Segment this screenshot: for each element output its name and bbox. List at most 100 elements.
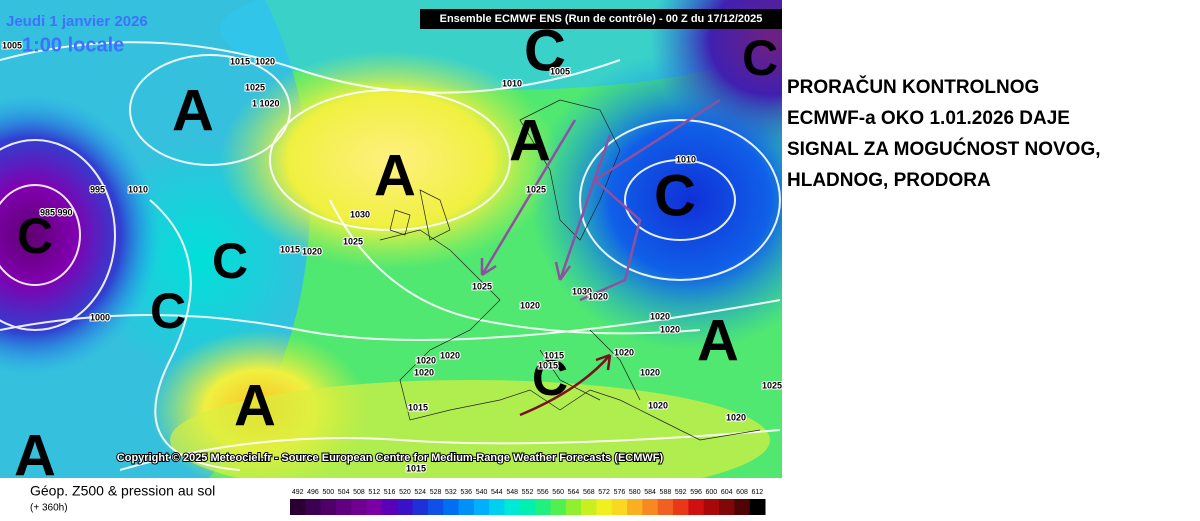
isobar-label: 1020 [255,56,275,66]
scale-swatch [673,499,689,515]
isobar-label: 1030 [572,286,592,296]
scale-label: 556 [537,489,549,496]
scale-swatch [749,499,766,515]
isobar-label: 1015 [406,463,426,473]
pressure-system: A [14,423,56,488]
scale-swatch [627,499,643,515]
scale-label: 608 [736,489,748,496]
scale-label: 560 [552,489,564,496]
isobar-label: 1025 [762,380,782,390]
scale-label: 500 [322,489,334,496]
scale-label: 528 [430,489,442,496]
isobar-label: 1015 [280,244,300,254]
map-header: Ensemble ECMWF ENS (Run de contrôle) - 0… [440,13,763,25]
isobar-label: 1020 [588,291,608,301]
pressure-system: C [532,350,568,406]
copyright: Copyright © 2025 Meteociel.fr - Source E… [117,452,664,464]
pressure-system: A [697,308,739,373]
scale-swatch [320,499,337,515]
scale-label: 516 [384,489,396,496]
scale-label: 568 [583,489,595,496]
comment-line: SIGNAL ZA MOGUĆNOST NOVOG, [787,138,1101,160]
isobar-label: 1020 [414,367,434,377]
scale-label: 520 [399,489,411,496]
isobar-label: 1020 [650,311,670,321]
scale-swatch [550,499,567,515]
low-northeast [650,0,782,150]
isobar-label: 1020 [520,300,540,310]
scale-label: 544 [491,489,503,496]
field-yellow [220,50,560,270]
isobar-label: 995 [90,184,105,194]
pressure-system: C [654,163,696,228]
map-date: Jeudi 1 janvier 2026 [6,13,148,30]
comment-line: PRORAČUN KONTROLNOG [787,76,1039,98]
scale-swatch [381,499,398,515]
isobar-label: 1010 [676,154,696,164]
isobar-label: 1020 [614,347,634,357]
scale-label: 576 [614,489,626,496]
scale-swatch [519,499,536,515]
comment-line: HLADNOG, PRODORA [787,170,991,191]
scale-swatch [443,499,460,515]
scale-label: 504 [338,489,350,496]
scale-swatch [535,499,551,515]
isobar-label: 1030 [350,209,370,219]
isobar-label: 1010 [502,78,522,88]
scale-label: 572 [598,489,610,496]
scale-label: 552 [522,489,534,496]
isobar-label: 1025 [245,82,265,92]
scale-label: 612 [751,489,763,496]
isobar-label: 1020 [302,246,322,256]
scale-swatch [581,499,597,515]
isobar-label: 1015 [408,402,428,412]
isobar-label: 1015 [230,56,250,66]
scale-swatch [657,499,674,515]
scale-label: 496 [307,489,319,496]
scale-label: 536 [460,489,472,496]
scale-swatch [734,499,751,515]
scale-swatch [412,499,429,515]
scale-label: 540 [476,489,488,496]
coastlines [379,99,761,441]
scale-label: 584 [644,489,656,496]
pressure-system: A [374,143,416,208]
isobar-label: 1020 [416,355,436,365]
scale-swatch [719,499,735,515]
scale-label: 512 [368,489,380,496]
pressure-system: C [17,208,53,264]
scale-label: 596 [690,489,702,496]
scale-swatch [489,499,506,515]
pressure-system: A [172,78,214,143]
isobar-label: 1000 [90,312,110,322]
scale-swatch [473,499,490,515]
isobar-label: 1025 [526,184,546,194]
scale-label: 592 [675,489,687,496]
scale-swatch [504,499,521,515]
isobar-label: 1020 [660,324,680,334]
isobar-label: 1 1020 [252,98,280,108]
pressure-system: C [212,233,248,289]
legend-lead-time: (+ 360h) [30,503,68,514]
scale-label: 548 [506,489,518,496]
comment-line: ECMWF-a OKO 1.01.2026 DAJE [787,108,1070,129]
pressure-system: C [742,30,778,86]
scale-label: 604 [721,489,733,496]
map-time: 1:00 locale [22,34,124,56]
scale-label: 580 [629,489,641,496]
isobars [0,41,781,471]
scale-swatch [565,499,582,515]
color-scale: 492 496 500 504 508 512 516 520 524 528 532 536 540 5… [290,489,766,515]
scale-swatch [351,499,368,515]
field-yellow-south2 [170,380,770,478]
pressure-system: C [150,283,186,339]
scale-label: 508 [353,489,365,496]
scale-label: 600 [706,489,718,496]
scale-swatch [397,499,414,515]
scale-swatch [305,499,322,515]
header-box [420,9,782,29]
isobar-label: 1015 [544,350,564,360]
scale-swatch [366,499,383,515]
